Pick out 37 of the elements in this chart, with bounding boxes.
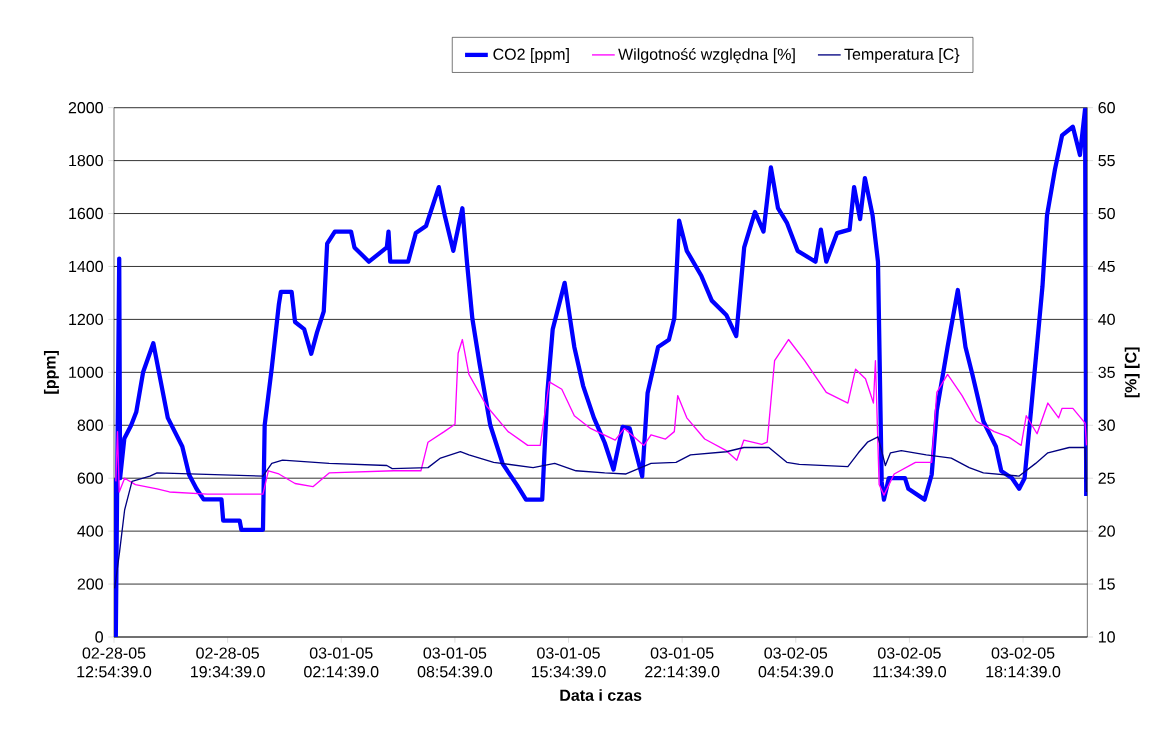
x-tick-label: 03-02-05 04:54:39.0: [758, 647, 833, 678]
y-tick-label: 1200: [69, 313, 103, 326]
y2-tick-label: 60: [1098, 102, 1115, 114]
x-tick-label: 03-02-05 11:34:39.0: [873, 647, 947, 678]
y2-tick-label: 50: [1098, 207, 1115, 220]
y-tick-label: 1400: [69, 260, 103, 273]
x-tick-label: 03-01-05 02:14:39.0: [304, 647, 379, 678]
y-tick-label: 1800: [69, 154, 103, 167]
x-axis-title: Data i czas: [560, 689, 642, 701]
y-axis-title: [ppm]: [43, 351, 59, 394]
y2-tick-label: 30: [1098, 419, 1115, 431]
legend-label: Temperatura [C}: [844, 48, 960, 64]
x-tick-label: 03-02-05 18:14:39.0: [986, 647, 1061, 678]
y2-tick-label: 55: [1098, 155, 1115, 167]
y-tick-label: 2000: [68, 102, 103, 114]
y2-tick-label: 10: [1098, 631, 1115, 643]
y2-tick-label: 45: [1098, 260, 1115, 273]
y2-tick-label: 40: [1098, 313, 1115, 326]
y-tick-label: 1600: [69, 207, 103, 220]
legend-label: CO2 [ppm]: [493, 48, 569, 64]
x-tick-label: 03-01-05 22:14:39.0: [645, 647, 720, 678]
y-tick-label: 0: [95, 631, 103, 643]
y-tick-label: 200: [77, 578, 103, 590]
y-tick-label: 400: [77, 525, 103, 537]
y-tick-label: 800: [77, 419, 103, 431]
x-tick-label: 03-01-05 15:34:39.0: [531, 647, 606, 678]
y-tick-label: 1000: [69, 366, 103, 378]
y2-tick-label: 25: [1098, 472, 1115, 484]
y2-axis-title: [%] [C]: [1124, 347, 1140, 398]
x-tick-label: 03-01-05 08:54:39.0: [417, 647, 493, 678]
y2-tick-label: 20: [1098, 525, 1115, 537]
y2-tick-label: 35: [1098, 366, 1115, 378]
legend-label: Wilgotność względna [%]: [618, 48, 795, 64]
y2-tick-label: 15: [1098, 578, 1115, 590]
x-tick-label: 02-28-05 12:54:39.0: [77, 647, 152, 678]
y-tick-label: 600: [77, 472, 103, 484]
x-tick-label: 02-28-05 19:34:39.0: [191, 647, 265, 678]
